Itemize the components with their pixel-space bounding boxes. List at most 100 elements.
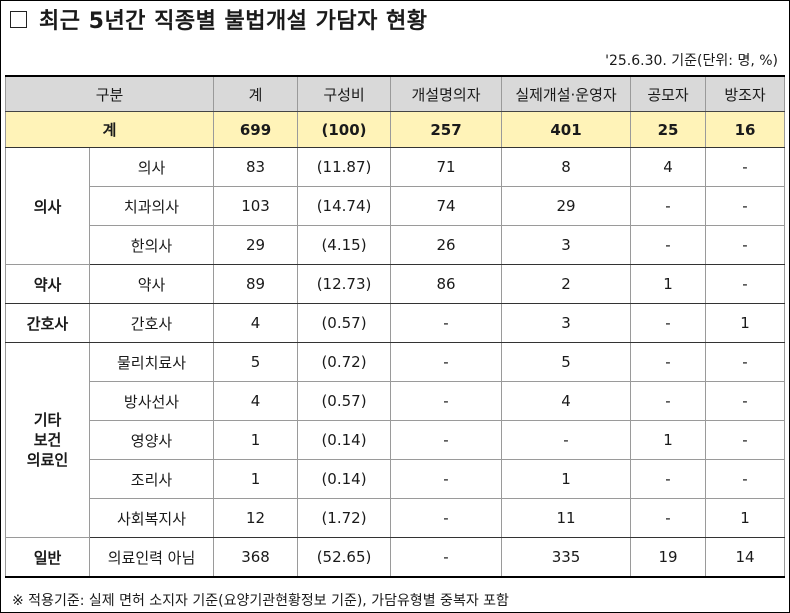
table-cell: 1 (501, 459, 632, 499)
table-cell: - (390, 459, 503, 499)
table-cell: (1.72) (297, 498, 392, 538)
header-total: 계 (213, 75, 299, 112)
sub-category: 치과의사 (88, 186, 215, 226)
table-cell: (0.57) (297, 381, 392, 421)
table-cell: - (630, 186, 707, 226)
table-row: 치과의사 103 (14.74) 74 29 - - (6, 186, 786, 226)
table-cell: - (705, 342, 786, 382)
table-row: 한의사 29 (4.15) 26 3 - - (6, 225, 786, 265)
table-cell: (12.73) (297, 264, 392, 304)
table-row: 기타 보건 의료인 물리치료사 5 (0.72) - 5 - - (5, 342, 786, 538)
sub-category: 의료인력 아님 (88, 537, 215, 578)
checkbox-square-icon (10, 10, 27, 28)
sub-category: 사회복지사 (88, 498, 215, 538)
table-cell: - (630, 381, 707, 421)
table-cell: 401 (501, 111, 632, 148)
sub-category: 의사 (88, 147, 215, 187)
table-cell: 71 (390, 147, 503, 187)
table-cell: 2 (501, 264, 632, 304)
group-label-line: 의료인 (26, 451, 69, 469)
table-cell: - (630, 342, 707, 382)
table-cell: 699 (213, 111, 299, 148)
table-cell: 3 (501, 225, 632, 265)
sub-category: 조리사 (88, 459, 215, 499)
table-cell: - (705, 186, 786, 226)
table-cell: 89 (213, 264, 299, 304)
header-row: 구분 계 구성비 개설명의자 실제개설·운영자 공모자 방조자 (4, 75, 786, 112)
table-cell: - (501, 420, 632, 460)
table-cell: 4 (213, 381, 299, 421)
table-cell: 335 (501, 537, 632, 578)
table-cell: - (630, 498, 707, 538)
table-cell: 103 (213, 186, 299, 226)
statistics-table: 구분 계 구성비 개설명의자 실제개설·운영자 공모자 방조자 계 699 (1… (4, 75, 786, 578)
table-cell: (14.74) (297, 186, 392, 226)
table-cell: 86 (390, 264, 503, 304)
table-row: 조리사 1 (0.14) - 1 - - (6, 459, 786, 499)
table-cell: - (390, 498, 503, 538)
reference-date-unit: '25.6.30. 기준(단위: 명, %) (605, 53, 778, 69)
sub-category: 영양사 (88, 420, 215, 460)
table-cell: 1 (705, 303, 786, 343)
table-cell: 257 (390, 111, 503, 148)
header-abettor: 방조자 (705, 75, 786, 112)
page-title: 최근 5년간 직종별 불법개설 가담자 현황 (10, 4, 427, 34)
table-cell: - (630, 225, 707, 265)
table-row: 간호사 간호사 4 (0.57) - 3 - 1 (5, 303, 786, 343)
sub-category: 약사 (88, 264, 215, 304)
table-cell: - (705, 225, 786, 265)
table-cell: 1 (213, 459, 299, 499)
table-row: 영양사 1 (0.14) - - 1 - (6, 420, 786, 460)
header-ratio: 구성비 (297, 75, 392, 112)
title-text: 최근 5년간 직종별 불법개설 가담자 현황 (39, 9, 428, 34)
group-label-nurse: 간호사 (5, 303, 90, 343)
sub-category: 간호사 (88, 303, 215, 343)
table-cell: 4 (630, 147, 707, 187)
group-label-pharmacist: 약사 (5, 264, 90, 304)
table-cell: 25 (630, 111, 707, 148)
table-cell: 368 (213, 537, 299, 578)
table-cell: 74 (390, 186, 503, 226)
group-label-general: 일반 (5, 537, 90, 578)
table-cell: 1 (630, 420, 707, 460)
table-cell: - (705, 420, 786, 460)
table-cell: 29 (213, 225, 299, 265)
table-cell: 1 (705, 498, 786, 538)
table-row: 약사 약사 89 (12.73) 86 2 1 - (5, 264, 786, 304)
header-nominal-founder: 개설명의자 (390, 75, 503, 112)
table-cell: - (630, 459, 707, 499)
table-cell: (11.87) (297, 147, 392, 187)
table-cell: 83 (213, 147, 299, 187)
table-cell: 19 (630, 537, 707, 578)
table-cell: - (390, 303, 503, 343)
table-cell: - (705, 264, 786, 304)
group-label-other-health: 기타 보건 의료인 (5, 342, 90, 538)
footnote: ※ 적용기준: 실제 면허 소지자 기준(요양기관현황정보 기준), 가담유형별… (12, 593, 509, 609)
sub-category: 한의사 (88, 225, 215, 265)
table-cell: 4 (501, 381, 632, 421)
sub-category: 방사선사 (88, 381, 215, 421)
table-cell: 29 (501, 186, 632, 226)
header-accomplice: 공모자 (630, 75, 707, 112)
group-label-line: 기타 (33, 411, 62, 429)
table-cell: 14 (705, 537, 786, 578)
table-cell: 26 (390, 225, 503, 265)
table-cell: - (390, 342, 503, 382)
header-category: 구분 (4, 75, 215, 112)
table-cell: (0.57) (297, 303, 392, 343)
table-cell: - (705, 459, 786, 499)
table-cell: 16 (705, 111, 786, 148)
table-cell: - (630, 303, 707, 343)
table-cell: (0.14) (297, 459, 392, 499)
table-cell: - (390, 537, 503, 578)
table-cell: 12 (213, 498, 299, 538)
table-cell: 11 (501, 498, 632, 538)
table-cell: (52.65) (297, 537, 392, 578)
table-cell: 3 (501, 303, 632, 343)
table-cell: (0.14) (297, 420, 392, 460)
group-label-line: 보건 (33, 431, 62, 449)
table-cell: 5 (501, 342, 632, 382)
table-cell: - (705, 147, 786, 187)
table-row: 방사선사 4 (0.57) - 4 - - (6, 381, 786, 421)
table-cell: (4.15) (297, 225, 392, 265)
